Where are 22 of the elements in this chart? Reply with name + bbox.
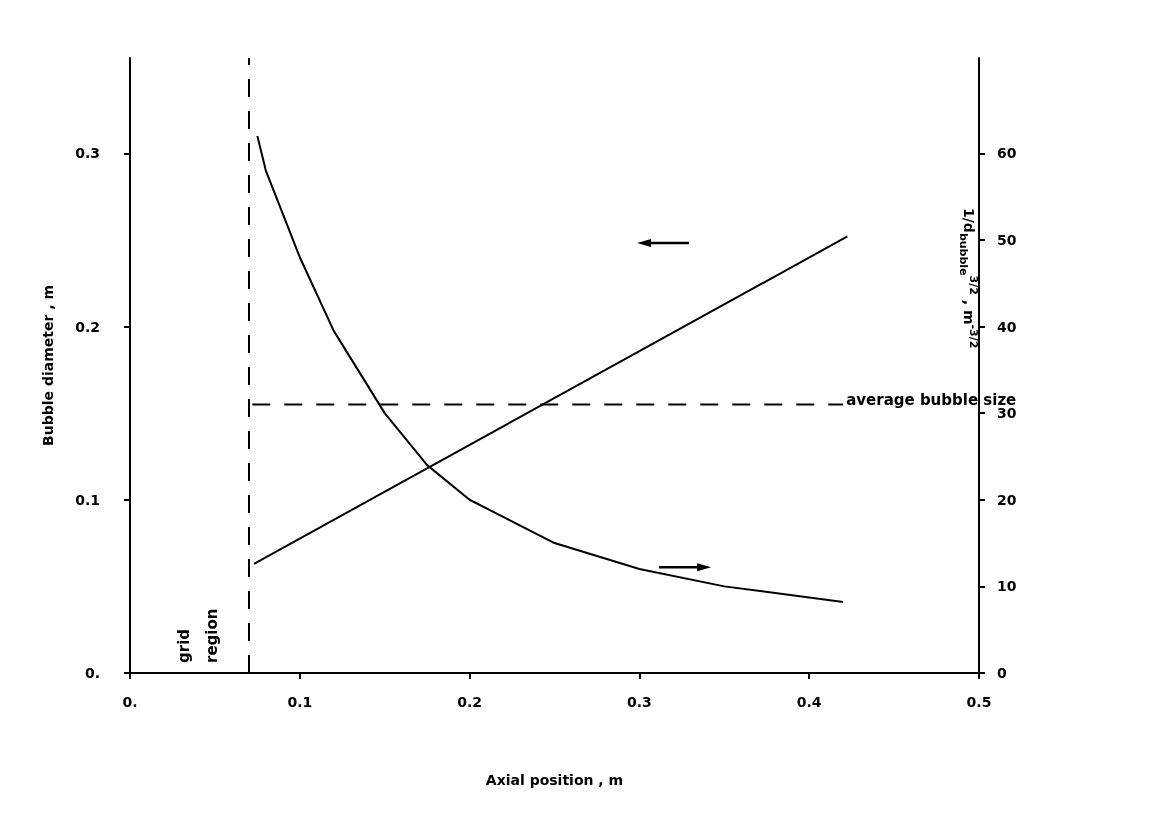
y2-tick-label: 40 — [997, 318, 1017, 335]
y2-tick-label: 0 — [997, 665, 1007, 681]
y2-axis-title: 1/dbubble3/2 , m-3/2 — [957, 208, 980, 349]
y2-tick-label: 60 — [997, 145, 1017, 162]
y-tick-label: 0. — [84, 665, 100, 681]
y2-tick-label: 50 — [997, 231, 1017, 248]
y-tick-label: 0.1 — [75, 491, 100, 508]
x-tick-label: 0.4 — [796, 694, 822, 710]
x-tick-label: 0.3 — [626, 694, 652, 710]
x-tick-label: 0.2 — [457, 694, 483, 710]
x-axis-title: Axial position , m — [485, 772, 624, 788]
y2-tick-label: 30 — [997, 405, 1017, 422]
x-tick-label: 0. — [122, 694, 138, 710]
line-series — [256, 134, 845, 603]
x-tick-label: 0.1 — [287, 694, 313, 710]
ref-line-label: grid region — [174, 608, 221, 663]
y-tick-label: 0.3 — [75, 145, 100, 162]
y2-tick-label: 10 — [997, 578, 1017, 595]
y2-tick-label: 20 — [997, 491, 1017, 508]
x-tick-label: 0.5 — [966, 694, 992, 710]
y-tick-label: 0.2 — [75, 318, 100, 335]
y-axis-title: Bubble diameter , m — [40, 285, 56, 446]
